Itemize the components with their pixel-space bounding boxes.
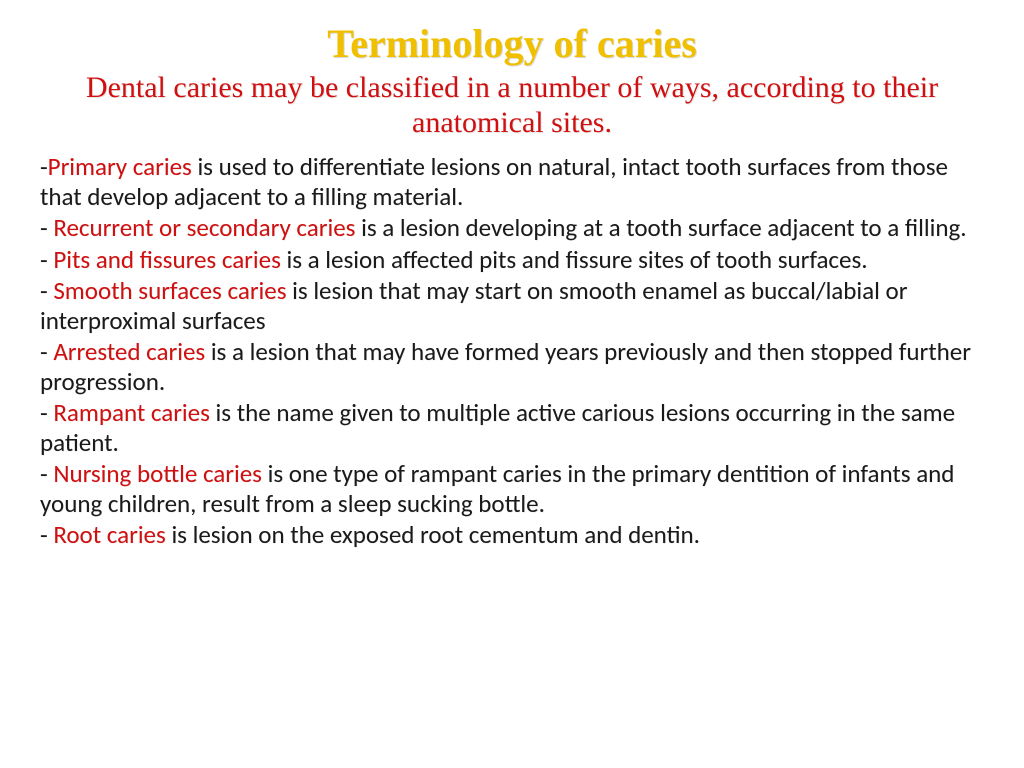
slide-subtitle: Dental caries may be classified in a num… bbox=[40, 71, 984, 140]
item-prefix: - bbox=[40, 151, 48, 182]
term-label: Rampant caries bbox=[53, 397, 215, 428]
item-prefix: - bbox=[40, 244, 53, 275]
slide-title: Terminology of caries bbox=[40, 20, 984, 67]
slide-container: Terminology of caries Dental caries may … bbox=[0, 0, 1024, 572]
body-text: -Primary caries is used to differentiate… bbox=[40, 152, 984, 550]
item-prefix: - bbox=[40, 397, 53, 428]
item-prefix: - bbox=[40, 336, 53, 367]
item-prefix: - bbox=[40, 458, 53, 489]
term-label: Arrested caries bbox=[53, 336, 211, 367]
item-prefix: - bbox=[40, 519, 53, 550]
definition-item: - Root caries is lesion on the exposed r… bbox=[40, 520, 984, 550]
item-rest: is a lesion developing at a tooth surfac… bbox=[361, 212, 966, 243]
definition-item: - Pits and fissures caries is a lesion a… bbox=[40, 245, 984, 275]
term-label: Smooth surfaces caries bbox=[53, 275, 292, 306]
item-prefix: - bbox=[40, 275, 53, 306]
item-rest: is a lesion affected pits and fissure si… bbox=[287, 244, 868, 275]
definition-item: - Smooth surfaces caries is lesion that … bbox=[40, 276, 984, 335]
definition-item: - Nursing bottle caries is one type of r… bbox=[40, 459, 984, 518]
term-label: Recurrent or secondary caries bbox=[53, 212, 361, 243]
item-rest: is lesion on the exposed root cementum a… bbox=[171, 519, 700, 550]
term-label: Pits and fissures caries bbox=[53, 244, 286, 275]
definition-item: - Recurrent or secondary caries is a les… bbox=[40, 213, 984, 243]
term-label: Root caries bbox=[53, 519, 171, 550]
definition-item: - Arrested caries is a lesion that may h… bbox=[40, 337, 984, 396]
term-label: Nursing bottle caries bbox=[53, 458, 267, 489]
definition-item: -Primary caries is used to differentiate… bbox=[40, 152, 984, 211]
term-label: Primary caries bbox=[48, 151, 198, 182]
item-prefix: - bbox=[40, 212, 53, 243]
definition-item: - Rampant caries is the name given to mu… bbox=[40, 398, 984, 457]
